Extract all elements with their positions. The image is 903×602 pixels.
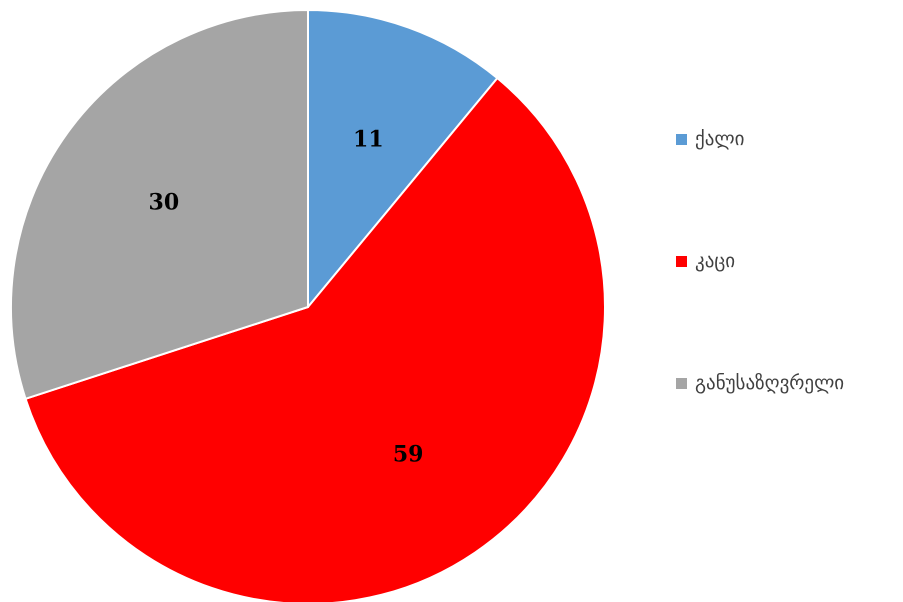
legend-item-undefined: განუსაზღვრელი [676,372,844,394]
data-label-woman: 11 [353,126,384,152]
pie-slice-man [24,76,606,602]
legend-label-woman: ქალი [695,128,745,150]
legend: ქალი კაცი განუსაზღვრელი [676,0,903,602]
legend-item-woman: ქალი [676,128,744,150]
pie-slice-undefined [10,8,309,401]
legend-swatch-man [676,255,687,267]
legend-label-man: კაცი [695,250,736,272]
legend-item-man: კაცი [676,250,735,272]
data-label-undefined: 30 [149,189,180,215]
pie-data-labels: 11 59 30 [149,126,424,467]
pie-slice-woman [307,8,499,310]
legend-swatch-undefined [676,377,687,389]
legend-swatch-woman [676,133,687,145]
pie-slices [10,8,606,602]
data-label-man: 59 [393,441,424,467]
legend-label-undefined: განუსაზღვრელი [695,372,845,394]
